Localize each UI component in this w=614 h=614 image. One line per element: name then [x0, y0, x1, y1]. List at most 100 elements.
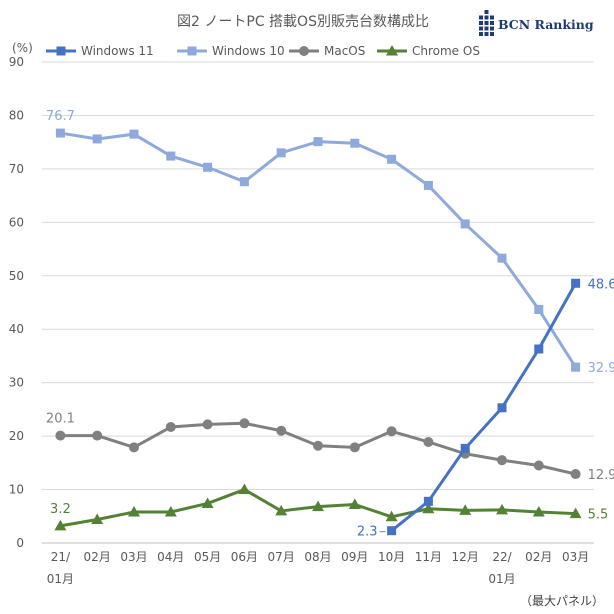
macos-point — [276, 425, 287, 436]
windows-10-point — [460, 219, 470, 229]
macos-point — [239, 418, 250, 429]
chrome-os-point — [459, 504, 472, 515]
x-tick-label: 05月 — [194, 550, 221, 564]
chrome-os-point — [385, 510, 398, 522]
chrome-os-point — [422, 502, 435, 514]
x-tick-label: 06月 — [231, 550, 258, 564]
y-tick-label: 80 — [9, 108, 24, 122]
windows-10-point — [571, 362, 581, 372]
x-tick-label: 04月 — [157, 550, 184, 564]
windows-10-point — [534, 304, 544, 314]
data-labels: 2.3 48.6 76.7 32.9 20.1 12.9 3.2 5.5 — [46, 109, 614, 540]
data-label-chrome-os: 5.5 — [588, 508, 609, 523]
windows-10-point — [92, 134, 102, 144]
series-windows-10 — [55, 128, 581, 372]
chrome-os-point — [312, 500, 324, 512]
gridlines — [42, 61, 594, 544]
macos-point — [92, 430, 103, 441]
chart-title: 図2 ノートPC 搭載OS別販売台数構成比 — [177, 14, 429, 30]
macos-point — [386, 426, 397, 437]
legend-macos-point — [299, 46, 309, 56]
chrome-os-point — [496, 503, 508, 515]
macos-point — [497, 455, 507, 466]
footnote: （最大パネル） — [520, 594, 604, 608]
bcn-ranking-logo: BCN Ranking — [479, 10, 594, 36]
macos-point — [423, 436, 434, 447]
chrome-os-point — [91, 513, 104, 524]
data-label-windows-10: 76.7 — [46, 109, 75, 124]
series-line-windows-11 — [390, 282, 577, 532]
y-tick-label: 50 — [9, 269, 24, 283]
windows-10-point — [166, 151, 176, 161]
chrome-os-point — [238, 483, 251, 495]
y-tick-label: 20 — [9, 429, 24, 443]
windows-10-point — [276, 148, 286, 158]
macos-point — [202, 419, 213, 430]
windows-11-point — [387, 526, 397, 536]
windows-10-point — [387, 154, 397, 164]
y-tick-label: 60 — [9, 215, 24, 229]
macos-point — [570, 469, 581, 480]
chrome-os-point — [275, 504, 288, 516]
macos-point — [165, 422, 176, 433]
windows-11-point — [571, 278, 581, 288]
series-windows-11 — [387, 278, 581, 536]
windows-11-point — [423, 496, 433, 506]
chrome-os-point — [532, 506, 545, 517]
windows-10-point — [423, 180, 433, 190]
x-tick-label: 02月 — [525, 550, 552, 564]
windows-10-point — [129, 129, 139, 139]
legend-windows-10-point — [187, 46, 197, 56]
legend-label: Windows 10 — [212, 44, 285, 58]
legend-label: Windows 11 — [81, 44, 154, 58]
data-label-windows-11: 48.6 — [588, 277, 614, 292]
series-layer — [54, 128, 582, 536]
legend-item-chrome-os: Chrome OS — [377, 44, 480, 58]
y-tick-label: 40 — [9, 322, 24, 336]
y-tick-label: 90 — [9, 55, 24, 69]
y-tick-label: 0 — [16, 536, 24, 550]
series-chrome-os — [54, 483, 582, 531]
y-tick-label: 10 — [9, 483, 24, 497]
x-tick-label: 12月 — [452, 550, 479, 564]
series-line-windows-10 — [60, 131, 577, 368]
windows-11-point — [497, 403, 507, 413]
data-label-macos: 12.9 — [588, 468, 614, 483]
chrome-os-point — [164, 506, 177, 517]
x-tick-label: 10月 — [378, 550, 405, 564]
data-label-windows-11: 2.3 — [357, 525, 378, 540]
series-macos — [55, 418, 581, 480]
legend-item-windows-10: Windows 10 — [177, 44, 285, 58]
chrome-os-point — [348, 498, 361, 510]
x-tick-label: 07月 — [268, 550, 295, 564]
data-label-macos: 20.1 — [46, 412, 75, 427]
bcn-logo-text: BCN Ranking — [498, 17, 594, 32]
chrome-os-point — [569, 507, 582, 519]
windows-10-point — [239, 177, 249, 187]
legend-windows-11-point — [56, 46, 66, 56]
x-tick-label: 21/01月 — [47, 550, 74, 586]
x-axis-ticks: 21/01月 02月 03月 04月 05月 06月 07月 08月 09月 10月 11月 12月 2… — [47, 550, 589, 586]
legend-item-macos: MacOS — [289, 44, 365, 58]
x-tick-label: 22/01月 — [488, 550, 515, 586]
macos-point — [313, 440, 323, 451]
legend-item-windows-11: Windows 11 — [46, 44, 154, 58]
x-tick-label: 08月 — [304, 550, 331, 564]
legend-chrome-os-point — [386, 45, 398, 56]
windows-10-point — [350, 138, 360, 148]
x-tick-label: 11月 — [415, 550, 442, 564]
legend: Windows 11 Windows 10 MacOS Chrome OS — [46, 44, 480, 58]
x-tick-label: 03月 — [120, 550, 147, 564]
y-axis-unit-label: (%) — [12, 41, 33, 55]
legend-label: MacOS — [324, 44, 365, 58]
x-tick-label: 03月 — [562, 550, 589, 564]
chrome-os-point — [128, 506, 140, 517]
windows-10-point — [55, 128, 65, 138]
y-tick-label: 70 — [9, 162, 24, 176]
windows-10-point — [313, 137, 323, 147]
legend-label: Chrome OS — [412, 44, 480, 58]
macos-point — [55, 430, 66, 441]
x-tick-label: 02月 — [84, 550, 111, 564]
windows-10-point — [497, 253, 507, 263]
